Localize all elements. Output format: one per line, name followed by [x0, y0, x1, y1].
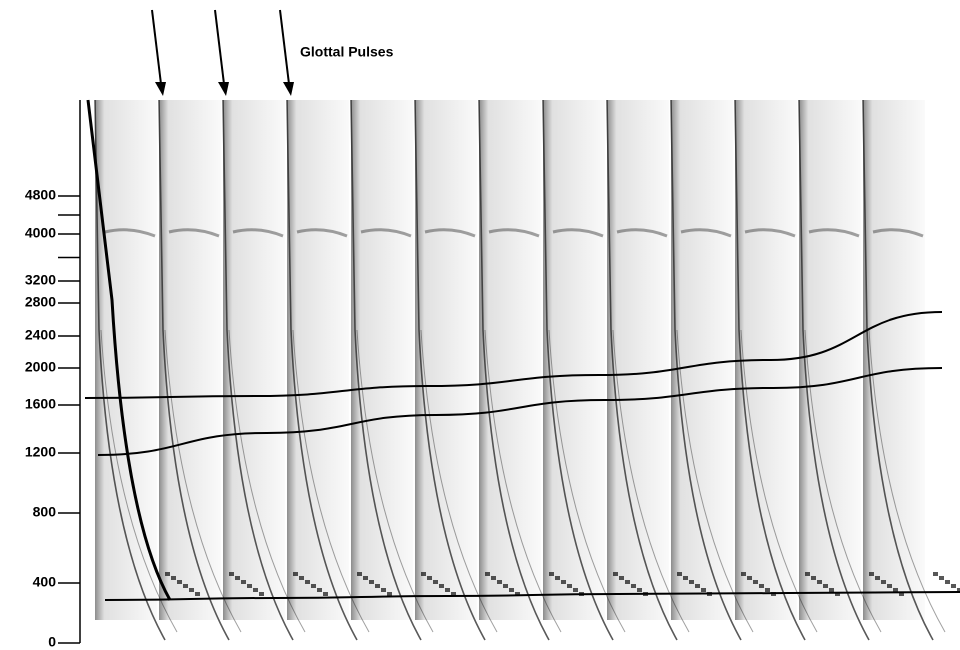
y-tick-label: 0	[48, 634, 56, 650]
annotation: Glottal Pulses	[300, 44, 394, 60]
y-tick-label: 3200	[25, 272, 56, 288]
y-tick-label: 2000	[25, 359, 56, 375]
y-tick-label: 4800	[25, 187, 56, 203]
pulse-edge	[158, 99, 230, 641]
harmonic-dot	[933, 572, 938, 576]
pulse-band	[543, 100, 605, 620]
pulse-band	[415, 100, 477, 620]
pulse-band	[671, 100, 733, 620]
y-tick-label: 2800	[25, 294, 56, 310]
pulse-edge	[868, 329, 946, 633]
formant-shade	[872, 228, 924, 238]
pulse-edge	[478, 99, 550, 641]
pulse-band	[159, 100, 221, 620]
harmonic-dot	[945, 580, 950, 584]
cochleagram	[86, 99, 960, 641]
formant-shade	[296, 228, 348, 238]
pulse-edge	[670, 99, 742, 641]
formant-shade	[808, 228, 860, 238]
pulse-band	[799, 100, 861, 620]
y-tick-label: 2400	[25, 327, 56, 343]
formant-track	[104, 591, 960, 601]
formant-shade	[232, 228, 284, 238]
formant-track	[97, 367, 943, 456]
pulse-edge	[734, 99, 806, 641]
formant-track	[84, 310, 943, 399]
formant-shade	[488, 228, 540, 238]
harmonic-dot	[951, 584, 956, 588]
pulse-band	[223, 100, 285, 620]
formant-shade	[104, 228, 156, 238]
formant-shade	[360, 228, 412, 238]
formant-shade	[744, 228, 796, 238]
formant-shade	[616, 228, 668, 238]
pulse-band	[479, 100, 541, 620]
pulse-edge	[414, 99, 486, 641]
arrows	[151, 9, 294, 96]
pulse-edge	[94, 99, 166, 641]
y-tick-label: 1600	[25, 396, 56, 412]
pulse-edge	[862, 99, 934, 641]
pulse-band	[863, 100, 925, 620]
formant-shade	[424, 228, 476, 238]
pulse-edge	[606, 99, 678, 641]
pulse-edge	[350, 99, 422, 641]
pulse-band	[287, 100, 349, 620]
pulse-edge	[222, 99, 294, 641]
pulse-edge	[798, 99, 870, 641]
formant-shade	[552, 228, 604, 238]
formant-shade	[680, 228, 732, 238]
y-tick-label: 800	[33, 504, 57, 520]
pulse-band	[607, 100, 669, 620]
y-tick-label: 4000	[25, 225, 56, 241]
formant-shade	[168, 228, 220, 238]
pulse-edge	[542, 99, 614, 641]
harmonic-dot	[939, 576, 944, 580]
first-pulse	[86, 99, 172, 601]
harmonic-dot	[957, 588, 960, 592]
y-tick-label: 1200	[25, 444, 56, 460]
y-tick-label: 400	[33, 574, 57, 590]
pulse-edge	[286, 99, 358, 641]
pulse-band	[351, 100, 413, 620]
